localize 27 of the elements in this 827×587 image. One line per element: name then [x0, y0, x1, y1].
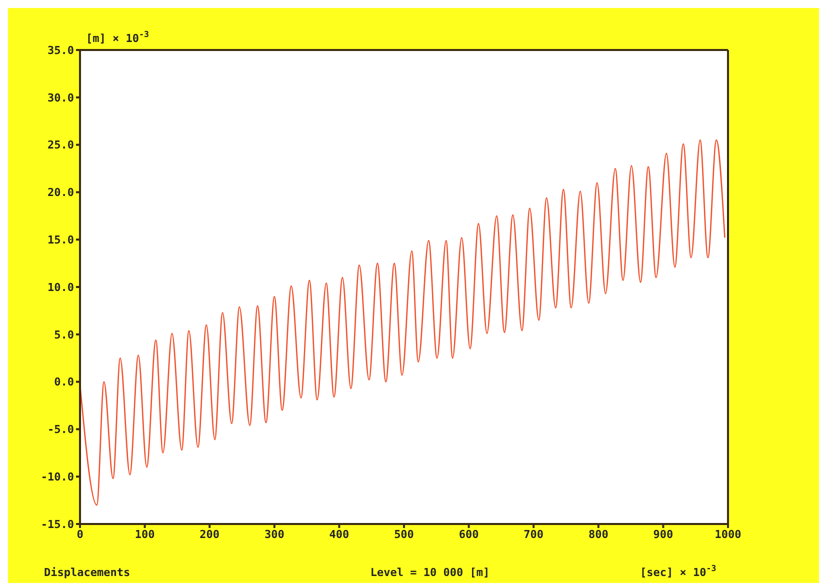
y-tick-label: 35.0 — [48, 44, 74, 57]
y-tick-label: 10.0 — [48, 280, 74, 294]
x-tick-label: 300 — [264, 528, 284, 541]
x-tick-label: 200 — [200, 528, 220, 541]
x-axis-title: [sec] × 10$^{-3}$ — [640, 563, 716, 579]
x-tick-label: 500 — [394, 528, 414, 541]
y-tick-label: 15.0 — [48, 234, 74, 247]
text: Level = 10 000 [m] — [370, 566, 490, 579]
y-tick-label: 20.0 — [48, 186, 74, 200]
x-tick-label: 0 — [76, 528, 84, 541]
y-tick-label: -10.0 — [40, 470, 74, 484]
x-tick-label: 600 — [458, 528, 479, 541]
x-tick-label: 400 — [329, 528, 350, 541]
x-tick-label: 900 — [653, 528, 674, 541]
x-tick-label: 800 — [588, 528, 608, 541]
y-axis-title: [m] × 10$^{-3}$ — [86, 29, 149, 45]
line-series — [80, 139, 726, 506]
text: Displacements — [44, 566, 130, 579]
y-tick-label: -5.0 — [48, 423, 74, 436]
x-tick-label: 100 — [134, 528, 155, 541]
y-tick-label: 5.0 — [54, 328, 74, 342]
x-tick-label: 1000 — [714, 528, 742, 541]
y-tick-label: -15.0 — [40, 518, 74, 531]
x-tick-label: 700 — [524, 528, 544, 541]
y-tick-label: 25.0 — [48, 138, 74, 152]
y-tick-label: 0.0 — [54, 376, 74, 389]
y-tick-label: 30.0 — [48, 91, 74, 104]
